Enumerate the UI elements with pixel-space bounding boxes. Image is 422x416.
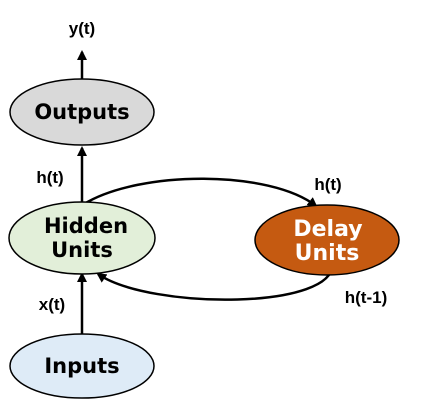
inputs-shape <box>9 333 155 399</box>
delay-units-label-line1: Delay <box>293 217 362 242</box>
hidden-units-node: Hidden Units <box>8 201 156 275</box>
delay-to-hidden-label: h(t-1) <box>345 288 387 307</box>
outputs-shape <box>9 78 155 146</box>
hidden-units-shape <box>8 201 156 275</box>
delay-to-hidden-arrow <box>96 261 334 301</box>
hidden-units-label-line2: Units <box>51 238 113 262</box>
inputs-node: Inputs <box>9 333 155 399</box>
hidden-to-delay-arrow <box>83 177 318 208</box>
delay-units-node: Delay Units <box>254 204 400 276</box>
outputs-label: Outputs <box>34 100 129 124</box>
hidden-to-delay-label: h(t) <box>314 175 341 194</box>
hidden-to-output-label: h(t) <box>36 168 63 187</box>
inputs-label: Inputs <box>44 354 119 378</box>
delay-units-label-line2: Units <box>295 241 360 266</box>
outputs-node: Outputs <box>9 78 155 146</box>
input-signal-label: x(t) <box>39 295 65 314</box>
hidden-units-label-line1: Hidden <box>44 214 128 238</box>
output-signal-label: y(t) <box>69 19 95 38</box>
delay-units-shape <box>254 204 400 276</box>
